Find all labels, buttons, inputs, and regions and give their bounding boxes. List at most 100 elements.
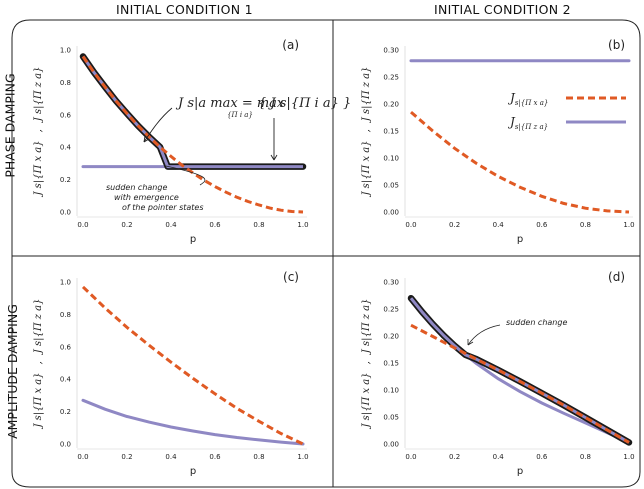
formula-under: {Π i a} [227,111,253,119]
y-tick-label: 0.05 [383,182,399,190]
panel-frames [11,19,641,488]
note-line: sudden change [106,183,167,192]
y-tick-label: 0.05 [383,414,399,422]
y-tick-label: 0.25 [383,74,399,82]
legend-entry: Js|{Π x a} [507,91,626,107]
panel-tag: (b) [608,38,625,52]
column-header-initial-condition-2: INITIAL CONDITION 2 [434,2,571,17]
y-label-part-1: J s|{Π x a} [361,140,372,197]
y-tick-label: 1.0 [60,47,71,55]
x-axis-label: p [190,234,196,245]
legend-entry: Js|{Π z a} [507,115,626,131]
x-tick-label: 1.0 [297,221,308,229]
y-axis-label: J s|{Π x a}, J s|{Π z a} [361,66,372,197]
x-tick-label: 0.6 [536,453,548,461]
annotation-sudden-change-d: sudden change [506,318,567,327]
y-tick-label: 1.0 [60,279,71,287]
panel-tag: (d) [608,270,625,284]
arrow-sudden-d [467,324,501,346]
series-line-pi-x [410,110,630,214]
legend-label-main: J [507,91,516,105]
y-label-part-2: J s|{Π z a} [361,298,372,355]
y-label-part-2: J s|{Π z a} [33,66,44,123]
chart-panel-a: 0.0 0.2 0.4 0.6 0.8 1.0 0.0 0.2 0.4 0.6 0.8 1.0 p (a)… [33,38,309,245]
x-tick-label: 0.8 [253,453,264,461]
legend-label-main: J [507,115,516,129]
arrowhead-formula [143,135,150,143]
y-label-separator: , [361,129,372,132]
x-tick-label: 0.8 [253,221,264,229]
y-axis-label-text: J s|{Π x a}, J s|{Π z a} [361,298,372,429]
x-tick-label: 0.2 [121,221,132,229]
series-line-pi-x [410,323,630,444]
y-tick-label: 0.4 [60,144,72,152]
y-tick-label: 0.6 [60,111,72,119]
frame-right [332,19,641,488]
y-label-part-1: J s|{Π x a} [33,140,44,197]
annotation-max-formula: J s|a max = max{Π i a} { J s|{Π i a} } [175,96,351,119]
y-tick-label: 0.15 [383,128,399,136]
y-tick-label: 0.0 [60,441,71,449]
y-tick-label: 0.00 [383,209,399,217]
chart-panel-b: 0.0 0.2 0.4 0.6 0.8 1.0 0.00 0.05 0.10 0.15 0.20 0.… [361,38,635,245]
note-line: of the pointer states [122,203,204,212]
legend-label-sub: s|{Π x a} [515,99,549,107]
panel-tag: (c) [283,270,299,284]
x-tick-label: 0.2 [121,453,132,461]
y-label-separator: , [33,129,44,132]
x-tick-label: 0.6 [209,221,221,229]
x-tick-label: 0.0 [405,221,416,229]
y-tick-label: 0.4 [60,376,72,384]
arrowhead-sudden-d [467,339,474,346]
y-axis-label-text: J s|{Π x a}, J s|{Π z a} [33,66,44,197]
y-tick-label: 0.15 [383,360,399,368]
arrow-formula-to-curve [143,107,173,143]
series-line-pi-z [81,398,305,446]
y-tick-label: 0.10 [383,155,399,163]
y-label-part-2: J s|{Π z a} [361,66,372,123]
x-tick-label: 0.0 [77,221,88,229]
y-tick-label: 0.25 [383,306,399,314]
y-tick-label: 0.10 [383,387,399,395]
y-axis-label-text: J s|{Π x a}, J s|{Π z a} [33,298,44,429]
legend-label: Js|{Π x a} [507,91,548,107]
legend-label-sub: s|{Π z a} [515,123,548,131]
note-line: with emergence [114,193,179,202]
y-axis-label: J s|{Π x a}, J s|{Π z a} [361,298,372,429]
y-tick-label: 0.30 [383,47,399,55]
x-tick-label: 0.0 [77,453,88,461]
x-tick-label: 0.2 [449,221,460,229]
y-tick-label: 0.30 [383,279,399,287]
y-tick-label: 0.6 [60,343,72,351]
y-axis-label: J s|{Π x a}, J s|{Π z a} [33,298,44,429]
y-tick-label: 0.2 [60,408,71,416]
y-label-part-2: J s|{Π z a} [33,298,44,355]
x-axis-label: p [190,466,196,477]
y-label-separator: , [361,361,372,364]
legend: Js|{Π x a}Js|{Π z a} [507,91,626,131]
y-tick-label: 0.0 [60,209,71,217]
x-tick-label: 0.6 [536,221,548,229]
x-axis-label: p [517,466,523,477]
y-label-separator: , [33,361,44,364]
y-tick-label: 0.20 [383,101,399,109]
arrowhead-flat [270,154,278,161]
x-tick-label: 0.8 [580,221,591,229]
x-tick-label: 0.0 [405,453,416,461]
x-tick-label: 0.4 [493,221,505,229]
y-tick-label: 0.8 [60,311,71,319]
y-tick-label: 0.00 [383,441,399,449]
legend-label: Js|{Π z a} [507,115,548,131]
x-axis-label: p [517,234,523,245]
arrow-sudden-a [165,165,206,186]
chart-panel-c: 0.0 0.2 0.4 0.6 0.8 1.0 0.0 0.2 0.4 0.6 0.8 1.0 p (c)… [33,270,309,477]
y-tick-label: 0.2 [60,176,71,184]
y-axis-label: J s|{Π x a}, J s|{Π z a} [33,66,44,197]
y-tick-label: 0.20 [383,333,399,341]
column-header-initial-condition-1: INITIAL CONDITION 1 [116,2,253,17]
y-label-part-1: J s|{Π x a} [33,372,44,429]
series-line-pi-x [81,55,304,214]
series-line-max-outline [79,53,307,170]
